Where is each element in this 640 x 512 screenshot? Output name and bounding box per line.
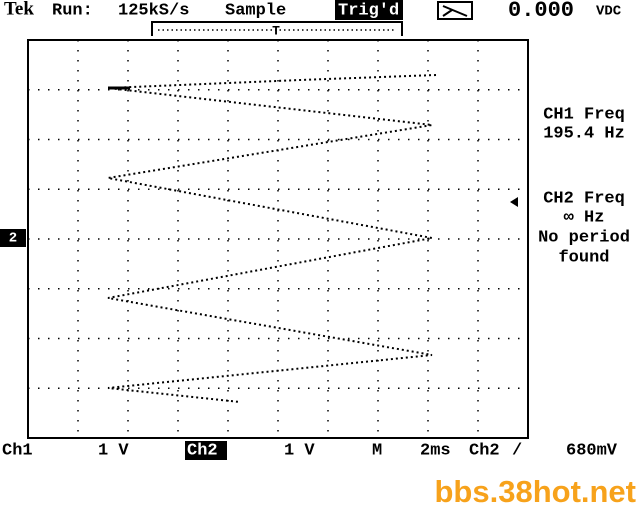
meas-label: CH2 Freq	[543, 189, 625, 208]
timebase: 2ms	[420, 441, 451, 460]
meter-icon	[437, 1, 473, 20]
meter-icon-glyph	[442, 5, 468, 17]
waveform	[107, 74, 437, 403]
meas-value: found	[558, 248, 609, 267]
meas-value: ∞ Hz	[564, 208, 605, 227]
reading-unit: VDC	[596, 4, 622, 20]
acq-mode: Sample	[225, 1, 286, 20]
ch1-label: Ch1	[2, 441, 33, 460]
trigger-slope: /	[512, 441, 522, 460]
trigger-position: T	[272, 23, 280, 38]
m-label: M	[372, 441, 382, 460]
ch-marker-label: 2	[9, 231, 17, 247]
ch1-scale: 1 V	[98, 441, 129, 460]
run-label: Run:	[52, 1, 93, 20]
trigger-level-marker	[510, 197, 518, 207]
sample-rate: 125kS/s	[118, 1, 189, 20]
trigger-status: Trig'd	[338, 1, 399, 20]
ch2-label: Ch2	[187, 441, 218, 460]
ch2-scale: 1 V	[284, 441, 315, 460]
brand: Tek	[4, 0, 34, 19]
meas-value: No period	[538, 228, 630, 247]
meas-label: CH1 Freq	[543, 105, 625, 124]
graticule	[28, 40, 528, 438]
meas-value: 195.4 Hz	[543, 124, 625, 143]
trigger-source: Ch2	[469, 441, 500, 460]
trigger-box	[335, 0, 403, 20]
reading: 0.000	[508, 0, 574, 23]
record-bracket	[151, 21, 403, 36]
ch-marker	[0, 229, 26, 247]
watermark: bbs.38hot.net	[434, 474, 636, 509]
ch2-box	[185, 441, 227, 460]
trigger-level: 680mV	[566, 441, 618, 460]
